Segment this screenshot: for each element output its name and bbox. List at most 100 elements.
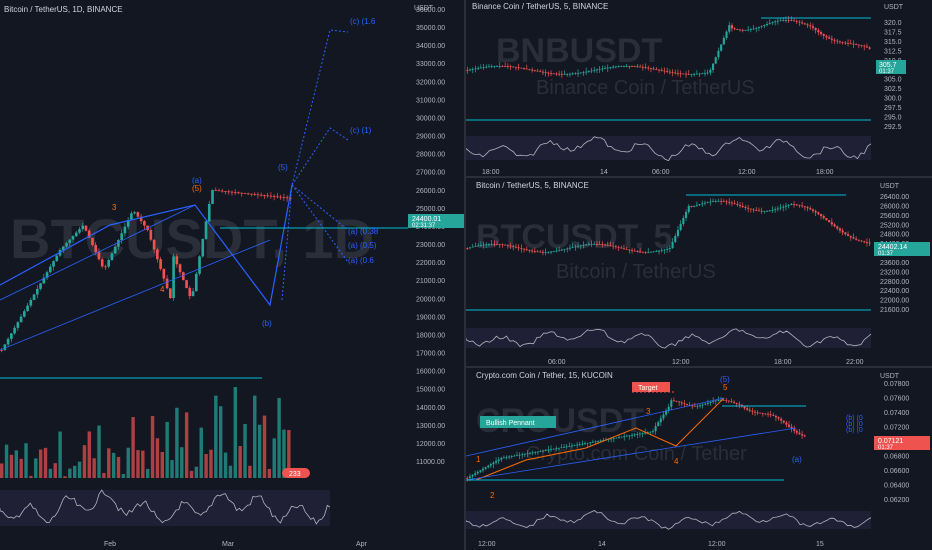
volume-bar — [180, 447, 184, 478]
candle — [159, 259, 162, 269]
btc-daily-panel[interactable]: BTCUSDT, 1D 36000.00 35000.00 34000.00 3300… — [0, 0, 464, 550]
candle — [39, 283, 42, 289]
candle — [660, 70, 663, 71]
fib-label-3: (b) (0 — [846, 427, 863, 434]
wave-label-3: 3 — [112, 203, 117, 212]
candle — [622, 66, 625, 67]
horizontal-divider-2[interactable] — [466, 366, 932, 368]
candle — [685, 404, 689, 405]
candle — [220, 190, 224, 192]
time-tick: Apr — [356, 541, 368, 548]
candle — [857, 44, 860, 46]
candle — [233, 192, 237, 193]
candle — [597, 440, 600, 442]
candle — [847, 234, 850, 236]
candle — [663, 249, 666, 251]
volume-bar — [262, 415, 267, 478]
candle — [690, 206, 693, 208]
candle — [733, 203, 736, 205]
candle — [571, 73, 574, 75]
vertical-divider[interactable] — [464, 0, 466, 550]
candle — [474, 246, 477, 247]
horizontal-divider-1[interactable] — [466, 176, 932, 178]
candle — [577, 72, 580, 74]
price-tick: 0.06200 — [884, 497, 909, 504]
trend-line — [466, 397, 725, 457]
fib-label-1: (b) (0 — [846, 415, 863, 422]
price-tag-value: 24400.01 — [412, 216, 441, 223]
candle — [772, 415, 775, 417]
candle — [730, 25, 733, 29]
chart-title: Crypto.com Coin / Tether, 15, KUCOIN — [476, 371, 613, 380]
candle — [598, 69, 601, 70]
price-tick: 36000.00 — [416, 7, 445, 14]
volume-bar — [63, 476, 67, 478]
candle — [498, 66, 501, 67]
candle — [0, 350, 3, 351]
candle — [230, 191, 234, 193]
candle — [641, 433, 644, 434]
candle — [757, 26, 760, 28]
candle — [784, 205, 787, 207]
volume-bar — [141, 450, 145, 478]
volume-bar — [189, 470, 194, 478]
candle — [191, 291, 195, 297]
volume-bar — [77, 461, 82, 478]
candle — [32, 294, 36, 300]
price-tick: 26000.00 — [416, 188, 445, 195]
candle — [636, 66, 639, 68]
projection-line — [281, 29, 349, 301]
price-tick: 25600.00 — [880, 213, 909, 220]
candle — [250, 193, 253, 195]
cro-15m-panel[interactable]: CROUSDT Crypto.com Coin / Tether 0.07800… — [466, 368, 932, 550]
candle — [143, 221, 146, 226]
price-tag — [874, 242, 930, 256]
candle — [706, 72, 709, 74]
candle — [583, 443, 587, 445]
price-tick: 0.07200 — [884, 425, 909, 432]
candle — [787, 204, 790, 206]
osc-band — [466, 136, 871, 160]
candle — [194, 273, 198, 292]
candle — [703, 202, 706, 204]
candle — [633, 250, 636, 252]
candle — [266, 195, 269, 197]
candle — [678, 401, 681, 403]
volume-bar — [87, 431, 92, 478]
candle — [514, 246, 517, 248]
candle — [660, 250, 663, 251]
candle — [828, 220, 831, 223]
candle — [531, 250, 534, 252]
volume-bar — [58, 431, 62, 478]
candle — [612, 438, 615, 439]
candle — [655, 251, 658, 252]
candle — [701, 203, 704, 205]
candle — [578, 444, 581, 445]
candle — [91, 237, 94, 245]
candle — [714, 201, 717, 202]
alert-badge[interactable] — [282, 468, 310, 478]
candle — [720, 44, 723, 51]
candle — [496, 244, 499, 245]
candle — [830, 222, 833, 225]
candle — [110, 253, 114, 260]
time-tick: 18:00 — [482, 169, 500, 176]
candle — [81, 225, 85, 230]
time-tick: 22:00 — [846, 359, 864, 366]
candle — [668, 248, 671, 249]
candle — [466, 70, 469, 71]
candle — [633, 434, 636, 436]
candle — [647, 251, 650, 253]
btc-5m-panel[interactable]: BTCUSDT, 5 Bitcoin / TetherUS 26400.00 26… — [466, 178, 932, 366]
candle — [509, 245, 512, 247]
candle — [733, 402, 736, 403]
candle — [739, 205, 742, 207]
price-tick: 19000.00 — [416, 314, 445, 321]
candle — [672, 400, 675, 402]
candle — [536, 70, 539, 72]
bnb-5m-panel[interactable]: BNBUSDT Binance Coin / TetherUS 320.0 317… — [466, 0, 932, 176]
volume-bar — [223, 452, 228, 478]
candle — [631, 434, 634, 436]
candle — [738, 403, 741, 405]
candle — [269, 195, 273, 197]
